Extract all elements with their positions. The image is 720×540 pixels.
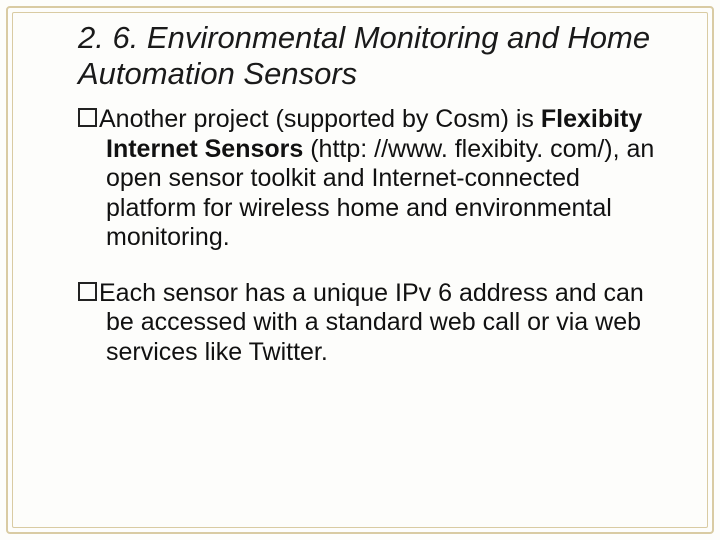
paragraph-2: Each sensor has a unique IPv 6 address a… xyxy=(78,279,656,368)
square-bullet-icon xyxy=(78,282,97,301)
square-bullet-icon xyxy=(78,108,97,127)
para1-pre: Another project (supported by Cosm) is xyxy=(99,105,541,133)
slide-title: 2. 6. Environmental Monitoring and Home … xyxy=(78,20,656,91)
paragraph-1: Another project (supported by Cosm) is F… xyxy=(78,105,656,253)
slide-content: 2. 6. Environmental Monitoring and Home … xyxy=(0,0,720,540)
para2-text: Each sensor has a unique IPv 6 address a… xyxy=(99,279,644,366)
